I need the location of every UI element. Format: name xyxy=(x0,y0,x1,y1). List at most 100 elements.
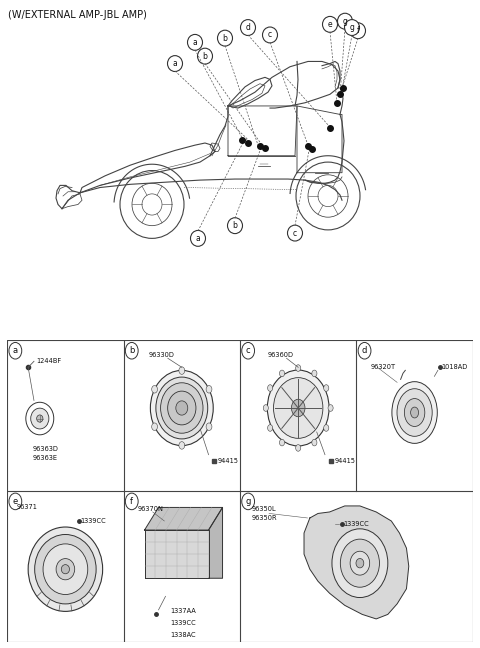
Text: e: e xyxy=(13,497,18,506)
Text: 1018AD: 1018AD xyxy=(442,364,468,370)
Circle shape xyxy=(179,367,185,375)
Circle shape xyxy=(197,48,213,64)
Circle shape xyxy=(242,342,254,359)
Circle shape xyxy=(242,493,254,510)
Circle shape xyxy=(263,27,277,43)
Circle shape xyxy=(240,19,255,36)
Ellipse shape xyxy=(156,377,208,439)
Text: c: c xyxy=(268,30,272,40)
Circle shape xyxy=(206,423,212,430)
Ellipse shape xyxy=(28,527,103,612)
Ellipse shape xyxy=(56,559,75,580)
Circle shape xyxy=(279,370,285,376)
Circle shape xyxy=(296,445,301,451)
Polygon shape xyxy=(209,507,223,578)
Text: 1339CC: 1339CC xyxy=(81,518,106,524)
Text: 94415: 94415 xyxy=(334,457,355,464)
Circle shape xyxy=(312,370,317,376)
Ellipse shape xyxy=(61,564,70,573)
Ellipse shape xyxy=(340,539,380,587)
Text: 1244BF: 1244BF xyxy=(36,358,61,364)
Circle shape xyxy=(9,342,22,359)
Ellipse shape xyxy=(35,535,96,604)
Circle shape xyxy=(217,30,232,46)
Circle shape xyxy=(345,19,360,36)
Ellipse shape xyxy=(397,389,432,436)
Circle shape xyxy=(228,218,242,234)
Text: a: a xyxy=(196,234,200,243)
Text: a: a xyxy=(173,59,178,68)
Ellipse shape xyxy=(36,415,43,422)
Text: 96330D: 96330D xyxy=(149,353,175,358)
Ellipse shape xyxy=(274,378,323,438)
Polygon shape xyxy=(304,506,409,619)
Text: b: b xyxy=(203,52,207,61)
Text: (W/EXTERNAL AMP-JBL AMP): (W/EXTERNAL AMP-JBL AMP) xyxy=(8,10,147,19)
Circle shape xyxy=(179,442,185,449)
Text: 1339CC: 1339CC xyxy=(170,620,196,627)
Ellipse shape xyxy=(267,370,329,446)
Text: g: g xyxy=(245,497,251,506)
Ellipse shape xyxy=(350,551,370,575)
Text: 96320T: 96320T xyxy=(371,364,396,370)
Text: a: a xyxy=(192,38,197,47)
Text: c: c xyxy=(246,346,251,355)
Circle shape xyxy=(279,439,285,446)
Text: 1338AC: 1338AC xyxy=(170,632,196,638)
Circle shape xyxy=(191,231,205,246)
Circle shape xyxy=(312,439,317,446)
Ellipse shape xyxy=(150,371,213,446)
Text: c: c xyxy=(293,229,297,238)
Text: e: e xyxy=(328,20,332,29)
Circle shape xyxy=(125,493,138,510)
Text: 96350L: 96350L xyxy=(252,506,276,512)
Text: b: b xyxy=(223,34,228,43)
Text: 94415: 94415 xyxy=(218,457,239,464)
Ellipse shape xyxy=(392,382,437,443)
Circle shape xyxy=(168,56,182,71)
Ellipse shape xyxy=(168,391,196,425)
Ellipse shape xyxy=(410,407,419,418)
Circle shape xyxy=(152,386,157,393)
Text: f: f xyxy=(357,26,360,35)
Text: d: d xyxy=(362,346,367,355)
Text: 1337AA: 1337AA xyxy=(170,608,196,614)
Circle shape xyxy=(267,424,273,432)
Circle shape xyxy=(328,405,333,411)
Circle shape xyxy=(358,342,371,359)
Polygon shape xyxy=(144,507,223,530)
Text: a: a xyxy=(13,346,18,355)
Circle shape xyxy=(152,423,157,430)
Circle shape xyxy=(288,225,302,241)
Circle shape xyxy=(188,34,203,51)
Text: g: g xyxy=(349,23,354,32)
Text: 96360D: 96360D xyxy=(268,353,294,358)
Text: 1339CC: 1339CC xyxy=(344,521,369,527)
Circle shape xyxy=(267,385,273,391)
Text: d: d xyxy=(246,23,251,32)
Text: 96370N: 96370N xyxy=(138,506,164,512)
Ellipse shape xyxy=(404,399,425,426)
Circle shape xyxy=(324,385,329,391)
Ellipse shape xyxy=(356,559,364,568)
Text: 96363D: 96363D xyxy=(33,446,59,452)
Text: f: f xyxy=(130,497,133,506)
Circle shape xyxy=(9,493,22,510)
Ellipse shape xyxy=(161,383,203,434)
Circle shape xyxy=(350,23,365,39)
Ellipse shape xyxy=(176,401,188,415)
Circle shape xyxy=(206,386,212,393)
Text: 96350R: 96350R xyxy=(252,515,277,521)
Text: b: b xyxy=(233,221,238,230)
Ellipse shape xyxy=(43,544,88,594)
Circle shape xyxy=(291,399,305,417)
Circle shape xyxy=(296,365,301,371)
Text: 96363E: 96363E xyxy=(33,455,58,461)
Polygon shape xyxy=(144,530,209,578)
Ellipse shape xyxy=(31,408,49,429)
Circle shape xyxy=(263,405,268,411)
Text: 96371: 96371 xyxy=(16,504,37,511)
Text: g: g xyxy=(343,17,348,26)
Circle shape xyxy=(324,424,329,432)
Text: b: b xyxy=(129,346,134,355)
